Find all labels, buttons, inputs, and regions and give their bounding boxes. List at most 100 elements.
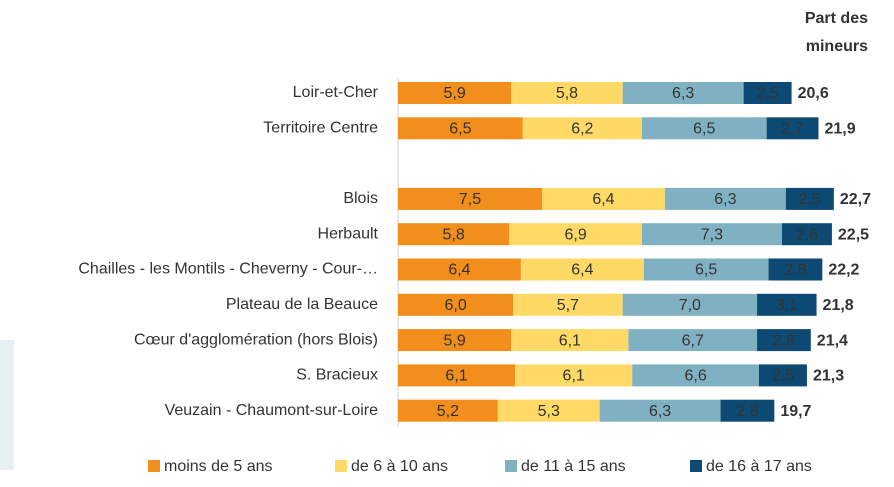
legend-swatch bbox=[690, 460, 702, 472]
value-label: 2,5 bbox=[756, 85, 778, 102]
bar-segment bbox=[782, 223, 832, 246]
total-label: 21,3 bbox=[813, 368, 844, 385]
bar-segment bbox=[641, 223, 782, 246]
total-label: 22,7 bbox=[840, 191, 871, 208]
bar-segment bbox=[628, 329, 758, 352]
bar-segment bbox=[743, 82, 792, 104]
value-label: 6,0 bbox=[444, 297, 466, 314]
bar-segment bbox=[643, 258, 769, 281]
value-label: 6,4 bbox=[448, 262, 470, 279]
bar-segment bbox=[398, 258, 521, 281]
value-label: 5,7 bbox=[557, 297, 579, 314]
value-label: 6,1 bbox=[445, 368, 467, 385]
bar-segment bbox=[520, 258, 644, 281]
bar-segment bbox=[522, 117, 642, 140]
bar-segment bbox=[599, 399, 721, 422]
value-label: 6,7 bbox=[682, 332, 704, 349]
bar-segment bbox=[511, 82, 623, 104]
bar-segment bbox=[398, 399, 498, 422]
bar-segment bbox=[497, 399, 600, 422]
bar-segment bbox=[757, 293, 817, 316]
bar-segment bbox=[766, 117, 819, 140]
value-label: 3,1 bbox=[776, 297, 798, 314]
value-label: 6,2 bbox=[571, 121, 593, 138]
value-label: 5,9 bbox=[444, 85, 466, 102]
total-header: Part des bbox=[805, 10, 868, 27]
bar-segment bbox=[398, 223, 510, 246]
bar-segment bbox=[398, 329, 512, 352]
value-label: 2,6 bbox=[796, 226, 818, 243]
total-label: 22,5 bbox=[838, 226, 869, 243]
value-label: 6,9 bbox=[564, 226, 586, 243]
bar-segment bbox=[757, 329, 811, 352]
value-label: 6,3 bbox=[714, 191, 736, 208]
value-label: 7,0 bbox=[679, 297, 701, 314]
value-label: 2,7 bbox=[781, 121, 803, 138]
value-label: 6,3 bbox=[672, 85, 694, 102]
category-label: Territoire Centre bbox=[263, 120, 378, 137]
bar-segment bbox=[622, 82, 744, 104]
value-label: 2,8 bbox=[736, 403, 758, 420]
legend-swatch bbox=[335, 460, 347, 472]
category-label: Blois bbox=[343, 190, 378, 207]
value-label: 6,1 bbox=[563, 368, 585, 385]
value-label: 5,8 bbox=[443, 226, 465, 243]
value-label: 6,4 bbox=[592, 191, 614, 208]
bar-segment bbox=[768, 258, 823, 281]
total-label: 21,4 bbox=[817, 332, 848, 349]
total-label: 22,2 bbox=[828, 262, 859, 279]
value-label: 5,3 bbox=[538, 403, 560, 420]
value-label: 6,5 bbox=[693, 121, 715, 138]
bar-segment bbox=[622, 293, 758, 316]
total-label: 20,6 bbox=[798, 85, 829, 102]
value-label: 7,5 bbox=[459, 191, 481, 208]
value-label: 7,3 bbox=[701, 226, 723, 243]
bar-segment bbox=[398, 293, 514, 316]
value-label: 5,9 bbox=[444, 332, 466, 349]
legend-label: de 16 à 17 ans bbox=[706, 458, 812, 475]
bar-segment bbox=[785, 187, 834, 210]
total-label: 21,8 bbox=[823, 297, 854, 314]
value-label: 6,3 bbox=[649, 403, 671, 420]
decoration bbox=[0, 340, 14, 470]
value-label: 6,5 bbox=[695, 262, 717, 279]
total-label: 21,9 bbox=[824, 121, 855, 138]
legend-label: de 11 à 15 ans bbox=[521, 458, 626, 475]
bar-segment bbox=[398, 82, 512, 104]
value-label: 5,8 bbox=[556, 85, 578, 102]
value-label: 5,2 bbox=[437, 403, 459, 420]
bar-segment bbox=[720, 399, 775, 422]
bar-segment bbox=[641, 117, 767, 140]
bar-segment bbox=[511, 329, 629, 352]
legend-label: de 6 à 10 ans bbox=[351, 458, 448, 475]
category-label: Plateau de la Beauce bbox=[226, 296, 378, 313]
bar-segment bbox=[632, 364, 759, 387]
bar-segment bbox=[664, 187, 786, 210]
value-label: 6,1 bbox=[559, 332, 581, 349]
category-label: S. Bracieux bbox=[296, 367, 378, 384]
value-label: 6,5 bbox=[449, 121, 471, 138]
category-label: Chailles - les Montils - Cheverny - Cour… bbox=[78, 261, 378, 278]
value-label: 2,8 bbox=[773, 332, 795, 349]
value-label: 2,5 bbox=[799, 191, 821, 208]
bar-segment bbox=[513, 293, 623, 316]
value-label: 2,8 bbox=[784, 262, 806, 279]
bar-segment bbox=[542, 187, 665, 210]
bar-segment bbox=[398, 364, 516, 387]
category-label: Veuzain - Chaumont-sur-Loire bbox=[165, 402, 379, 419]
total-label: 19,7 bbox=[780, 403, 811, 420]
bar-segment bbox=[758, 364, 807, 387]
value-label: 6,4 bbox=[571, 262, 593, 279]
category-label: Loir-et-Cher bbox=[293, 84, 379, 101]
category-label: Cœur d'agglomération (hors Blois) bbox=[134, 331, 378, 348]
legend-swatch bbox=[148, 460, 160, 472]
category-label: Herbault bbox=[318, 225, 379, 242]
value-label: 6,6 bbox=[684, 368, 706, 385]
legend-label: moins de 5 ans bbox=[164, 458, 273, 475]
value-label: 2,5 bbox=[772, 368, 794, 385]
bar-segment bbox=[509, 223, 642, 246]
bar-segment bbox=[398, 187, 542, 210]
total-header: mineurs bbox=[806, 38, 868, 55]
bar-segment bbox=[515, 364, 633, 387]
